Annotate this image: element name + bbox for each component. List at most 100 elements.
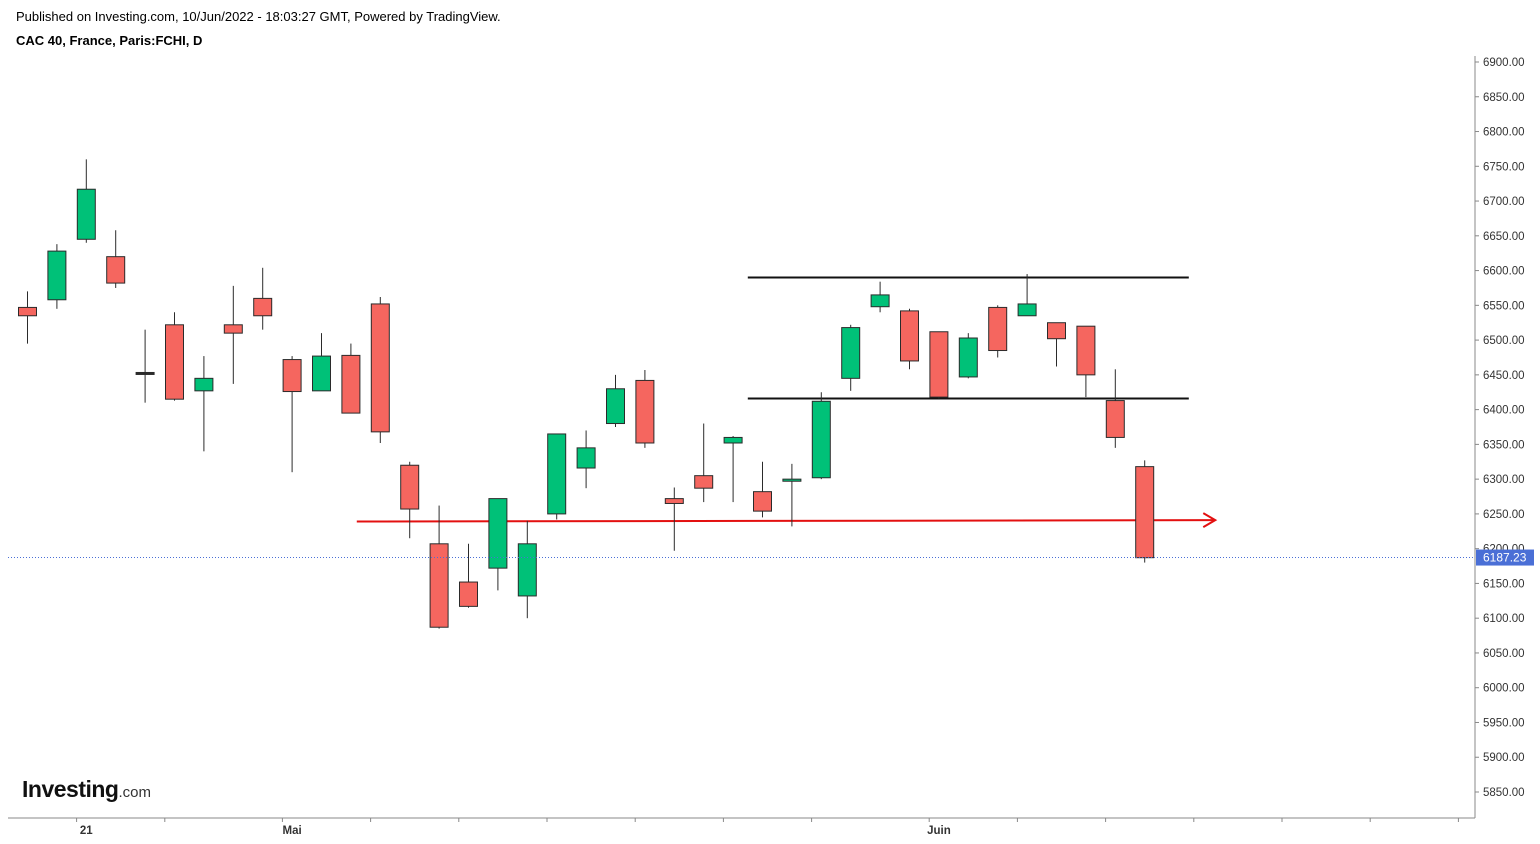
candle — [107, 230, 125, 288]
y-tick-label: 6500.00 — [1483, 335, 1525, 347]
candle-body-down — [166, 325, 184, 399]
candle — [783, 464, 801, 527]
y-tick-label: 6450.00 — [1483, 370, 1525, 382]
candle-body-down — [1048, 323, 1066, 339]
y-tick-label: 6600.00 — [1483, 266, 1525, 278]
y-tick-label: 6100.00 — [1483, 613, 1525, 625]
y-tick-label: 6900.00 — [1483, 57, 1525, 69]
y-tick-label: 6050.00 — [1483, 648, 1525, 660]
candle — [1106, 369, 1124, 448]
candle — [695, 424, 713, 503]
candle — [48, 244, 66, 309]
candle-body-down — [430, 544, 448, 627]
candle — [254, 268, 272, 330]
candle-body-up — [548, 434, 566, 514]
candles — [19, 159, 1154, 628]
candle — [342, 344, 360, 414]
candle-body-down — [401, 465, 419, 509]
candle — [842, 325, 860, 391]
candle — [1048, 323, 1066, 367]
y-tick-label: 6700.00 — [1483, 196, 1525, 208]
candle-body-up — [783, 479, 801, 481]
candle-body-down — [224, 325, 242, 333]
candle — [401, 462, 419, 538]
candle — [577, 430, 595, 488]
candle-body-down — [283, 360, 301, 392]
last-price-marker: 6187.23 — [8, 550, 1534, 566]
last-price-label: 6187.23 — [1483, 551, 1527, 565]
candle — [195, 356, 213, 451]
candle-body-up — [48, 251, 66, 300]
candle-body-down — [754, 492, 772, 511]
candle — [489, 499, 507, 591]
candle-body-up — [607, 389, 625, 424]
candle — [283, 356, 301, 472]
y-tick-label: 6350.00 — [1483, 439, 1525, 451]
candle-body-down — [695, 476, 713, 489]
candle-body-up — [812, 401, 830, 477]
candle-body-up — [518, 544, 536, 596]
investing-logo: Investing.com — [22, 776, 151, 803]
candle-body-down — [930, 332, 948, 397]
candle-body-up — [195, 378, 213, 391]
candle — [636, 370, 654, 448]
neckline-line — [357, 520, 1215, 521]
candle-body-down — [136, 372, 154, 374]
candle — [313, 333, 331, 391]
y-tick-label: 6550.00 — [1483, 300, 1525, 312]
candle — [930, 332, 948, 399]
logo-suffix: .com — [118, 784, 151, 801]
candle — [136, 330, 154, 403]
candle-body-down — [1106, 401, 1124, 438]
candle — [754, 462, 772, 518]
y-tick-label: 6000.00 — [1483, 683, 1525, 695]
y-tick-label: 6650.00 — [1483, 231, 1525, 243]
candle — [430, 506, 448, 629]
candle — [460, 544, 478, 608]
y-tick-label: 6150.00 — [1483, 578, 1525, 590]
candle — [607, 375, 625, 427]
candle-body-down — [342, 355, 360, 413]
y-tick-label: 5850.00 — [1483, 787, 1525, 799]
candle-body-down — [107, 257, 125, 283]
candle — [1136, 460, 1154, 562]
candle-body-up — [313, 356, 331, 391]
candle-body-up — [959, 338, 977, 377]
candle-body-down — [460, 582, 478, 606]
candle-body-up — [724, 437, 742, 443]
candle-body-down — [1136, 467, 1154, 558]
candle-body-down — [1077, 326, 1095, 375]
x-tick-label: 21 — [80, 825, 93, 837]
candle — [901, 309, 919, 369]
candle-body-down — [636, 380, 654, 443]
candle — [812, 392, 830, 479]
candle-body-down — [989, 307, 1007, 350]
candle-body-up — [871, 295, 889, 307]
candle-body-down — [901, 311, 919, 361]
logo-text: Investing — [22, 776, 118, 802]
candle — [959, 333, 977, 378]
x-tick-label: Juin — [927, 825, 951, 837]
candle — [724, 436, 742, 502]
candle-body-up — [1018, 304, 1036, 316]
y-tick-label: 6300.00 — [1483, 474, 1525, 486]
candle — [871, 282, 889, 313]
y-tick-label: 5950.00 — [1483, 717, 1525, 729]
candle-body-down — [19, 307, 37, 315]
candle-body-up — [77, 189, 95, 239]
candle — [77, 159, 95, 242]
candle-body-down — [371, 304, 389, 432]
candle — [19, 291, 37, 343]
y-tick-label: 6850.00 — [1483, 92, 1525, 104]
candle — [371, 297, 389, 443]
y-tick-label: 6250.00 — [1483, 509, 1525, 521]
x-tick-label: Mai — [283, 825, 302, 837]
candle-body-down — [254, 298, 272, 315]
candle — [166, 312, 184, 400]
y-tick-label: 6400.00 — [1483, 405, 1525, 417]
trend-lines — [357, 278, 1215, 528]
candle — [548, 434, 566, 520]
y-tick-label: 5900.00 — [1483, 752, 1525, 764]
candle — [1018, 274, 1036, 316]
